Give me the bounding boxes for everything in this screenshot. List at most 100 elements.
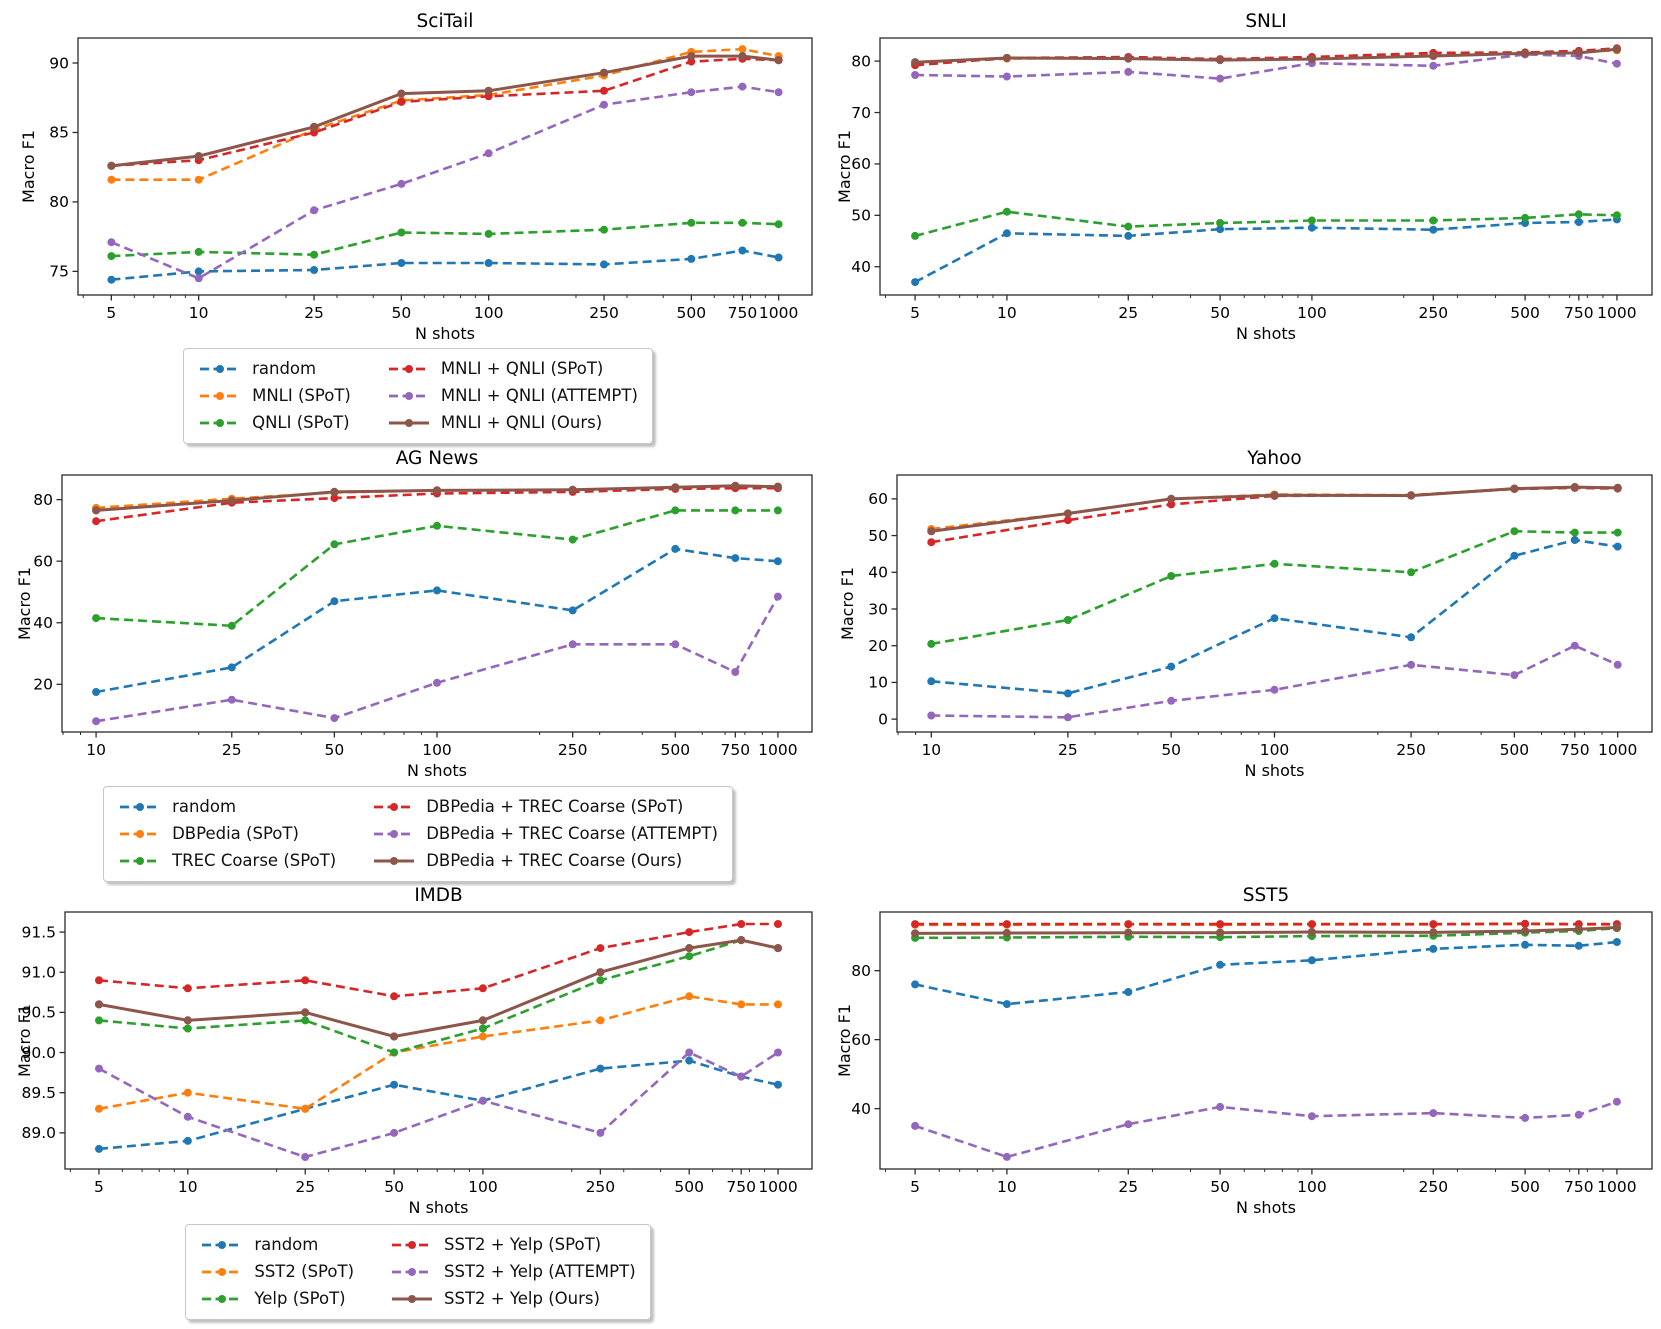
data-point-marker xyxy=(773,944,783,953)
legend-entry: Yelp (SPoT) xyxy=(200,1287,354,1311)
legend-entry-label: random xyxy=(172,797,237,816)
data-point-marker xyxy=(92,717,101,726)
x-axis: 10 25 50 100 250 500 750 1000 xyxy=(897,732,1637,759)
data-point-marker xyxy=(1002,229,1011,238)
x-tick-label: 100 xyxy=(1297,1178,1327,1196)
data-point-marker xyxy=(1407,568,1416,577)
data-point-marker xyxy=(397,259,406,267)
series-SST2 + Yelp (SPoT) xyxy=(95,920,782,1001)
data-point-marker xyxy=(1510,484,1519,493)
y-tick-label: 40 xyxy=(868,564,888,582)
dashed-line-icon xyxy=(120,856,161,865)
data-point-marker xyxy=(774,920,782,928)
legend-row3-box: random SST2 (SPoT) Yelp (SPoT) SST2 + Yelp … xyxy=(185,1224,651,1320)
data-point-marker xyxy=(1124,67,1133,76)
imdb-plot: IMDB 89.0 89.5 90.0 90.5 91.0 91.5 5 10 25 50 100 25… xyxy=(15,885,813,1217)
snli-plot: SNLI 40 50 60 70 80 5 10 25 50 100 250 500 750 1000 N s… xyxy=(835,11,1653,343)
data-point-marker xyxy=(301,1153,310,1161)
x-tick-label: 250 xyxy=(558,741,588,759)
chart-title: IMDB xyxy=(414,885,462,906)
x-tick-label: 1000 xyxy=(758,1178,797,1196)
data-point-marker xyxy=(478,1032,487,1041)
data-point-marker xyxy=(671,640,680,649)
sst5-plot: SST5 40 60 80 5 10 25 50 100 250 500 750 1000 N shots… xyxy=(835,885,1653,1217)
y-axis: 0 10 20 30 40 50 60 xyxy=(868,490,897,728)
series-line xyxy=(95,595,780,723)
data-point-marker xyxy=(1124,920,1133,929)
data-point-marker xyxy=(194,267,203,276)
data-point-marker xyxy=(687,52,696,61)
y-tick-label: 20 xyxy=(33,676,53,694)
data-point-marker xyxy=(390,1128,399,1137)
data-point-marker xyxy=(1002,72,1011,81)
data-point-marker xyxy=(927,711,936,720)
y-tick-label: 20 xyxy=(868,637,888,655)
data-point-marker xyxy=(687,88,696,97)
y-tick-label: 80 xyxy=(851,962,871,980)
x-tick-label: 100 xyxy=(1260,741,1290,759)
y-axis-label: Macro F1 xyxy=(19,130,38,203)
x-axis: 5 10 25 50 100 250 500 750 1000 xyxy=(885,1169,1637,1196)
y-tick-label: 90.5 xyxy=(21,1004,56,1022)
data-point-marker xyxy=(194,274,203,283)
dashed-line-icon xyxy=(200,364,241,373)
data-point-marker xyxy=(671,506,680,515)
x-tick-label: 10 xyxy=(921,741,941,759)
data-point-marker xyxy=(1521,919,1530,928)
chart-title: SST5 xyxy=(1243,885,1290,906)
x-tick-label: 100 xyxy=(468,1178,498,1196)
data-point-marker xyxy=(107,161,116,170)
series-Yelp (SPoT) xyxy=(95,936,782,1057)
data-point-marker xyxy=(1429,1109,1438,1118)
dashed-line-icon xyxy=(200,418,241,427)
x-tick-label: 50 xyxy=(384,1178,404,1196)
data-point-marker xyxy=(183,1112,192,1121)
legend-entry-label: Yelp (SPoT) xyxy=(254,1288,346,1308)
chart-title: Yahoo xyxy=(1246,448,1301,469)
series-random xyxy=(95,1056,782,1153)
legend-entry: MNLI + QNLI (Ours) xyxy=(387,411,638,435)
data-point-marker xyxy=(773,482,783,491)
series-DBPedia + TREC Coarse (ATTEMPT) xyxy=(92,592,782,726)
data-point-marker xyxy=(1063,516,1072,525)
chart-snli: SNLI 40 50 60 70 80 5 10 25 50 100 250 500 750 1000 N s… xyxy=(835,6,1658,355)
data-point-marker xyxy=(1407,491,1416,500)
data-point-marker xyxy=(1612,938,1621,946)
series-line xyxy=(914,1100,1618,1159)
dashed-line-icon xyxy=(120,829,161,838)
chart-agnews: AG News 20 40 60 80 10 25 50 100 250 500 750 1000 N s… xyxy=(15,443,818,792)
y-axis: 20 40 60 80 xyxy=(33,491,62,694)
data-point-marker xyxy=(310,128,319,137)
data-point-marker xyxy=(194,152,203,161)
data-point-marker xyxy=(737,920,746,928)
data-point-marker xyxy=(738,52,747,61)
data-point-marker xyxy=(911,71,920,79)
legend-entry: SST2 + Yelp (SPoT) xyxy=(390,1233,636,1257)
y-axis-label: Macro F1 xyxy=(18,1004,34,1077)
series-line xyxy=(111,57,779,168)
data-point-marker xyxy=(1167,572,1176,580)
y-tick-label: 60 xyxy=(851,1031,871,1049)
x-tick-label: 25 xyxy=(222,741,242,759)
data-point-marker xyxy=(484,149,493,158)
dashed-line-icon xyxy=(388,391,429,400)
legend-entry: MNLI + QNLI (ATTEMPT) xyxy=(387,384,638,408)
legend-entry-label: TREC Coarse (SPoT) xyxy=(172,850,337,870)
data-point-marker xyxy=(1570,528,1579,537)
x-tick-label: 750 xyxy=(1560,741,1590,759)
y-tick-label: 91.5 xyxy=(21,923,56,941)
y-tick-label: 89.5 xyxy=(21,1084,56,1102)
data-point-marker xyxy=(397,179,406,188)
series-line xyxy=(111,221,779,258)
y-axis-label: Macro F1 xyxy=(838,130,854,203)
data-point-marker xyxy=(107,252,116,261)
legend-entry: MNLI (SPoT) xyxy=(198,384,351,408)
dashed-line-icon xyxy=(202,1240,243,1249)
data-point-marker xyxy=(737,1072,746,1081)
x-axis-label: N shots xyxy=(1236,324,1296,343)
data-point-marker xyxy=(1063,713,1072,722)
data-point-marker xyxy=(194,175,203,184)
data-point-marker xyxy=(227,621,236,630)
dashed-line-icon xyxy=(200,391,241,400)
